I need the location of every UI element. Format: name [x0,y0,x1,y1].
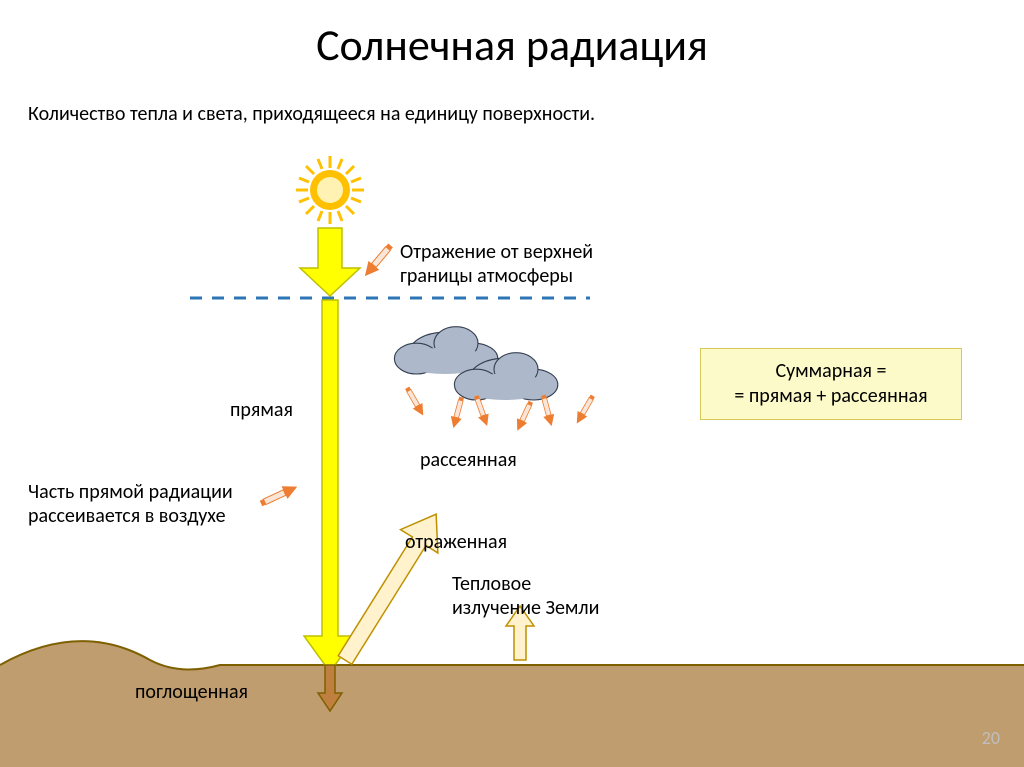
label-atm-reflect: Отражение от верхнейграницы атмосферы [400,240,593,288]
label-reflected: отраженная [405,530,507,554]
formula-line2: = прямая + рассеянная [715,384,947,409]
label-scattered: рассеянная [420,448,517,472]
arrow-atm-reflect [359,241,395,281]
label-direct: прямая [230,398,293,422]
ground [0,641,1024,767]
label-thermal: Тепловоеизлучение Земли [452,572,599,620]
sun-icon [296,156,364,224]
formula-box: Суммарная = = прямая + рассеянная [700,348,962,420]
arrow-reflected [326,502,454,671]
arrow-sun-to-atm [300,228,360,296]
label-absorbed: поглощенная [135,680,248,704]
label-air-scatter: Часть прямой радиациирассеивается в возд… [28,480,233,528]
arrow-direct [304,300,356,672]
arrow-air-scatter [258,480,300,510]
page-number: 20 [982,727,1000,749]
formula-line1: Суммарная = [715,359,947,384]
